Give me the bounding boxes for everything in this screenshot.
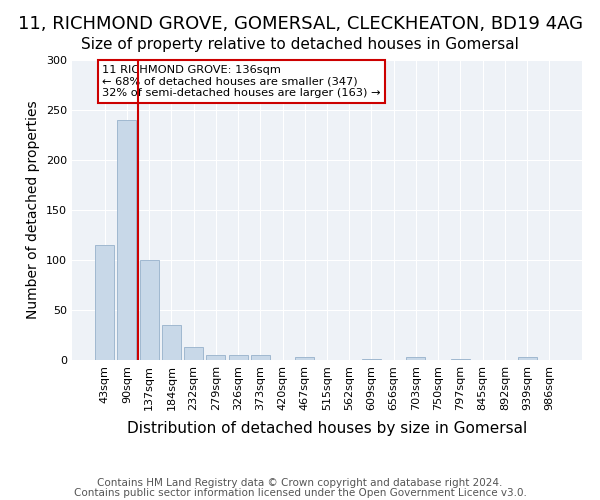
Text: 11 RICHMOND GROVE: 136sqm
← 68% of detached houses are smaller (347)
32% of semi: 11 RICHMOND GROVE: 136sqm ← 68% of detac…: [103, 65, 381, 98]
Bar: [95, 245, 114, 360]
Text: Size of property relative to detached houses in Gomersal: Size of property relative to detached ho…: [81, 38, 519, 52]
Bar: [184, 347, 203, 360]
Text: Contains HM Land Registry data © Crown copyright and database right 2024.: Contains HM Land Registry data © Crown c…: [97, 478, 503, 488]
X-axis label: Distribution of detached houses by size in Gomersal: Distribution of detached houses by size …: [127, 421, 527, 436]
Text: 11, RICHMOND GROVE, GOMERSAL, CLECKHEATON, BD19 4AG: 11, RICHMOND GROVE, GOMERSAL, CLECKHEATO…: [17, 15, 583, 33]
Bar: [295, 357, 314, 360]
Bar: [162, 325, 181, 360]
Bar: [206, 355, 225, 360]
Bar: [118, 120, 136, 360]
Bar: [406, 357, 425, 360]
Bar: [362, 359, 381, 360]
Bar: [140, 260, 158, 360]
Bar: [229, 355, 248, 360]
Bar: [251, 355, 270, 360]
Bar: [518, 357, 536, 360]
Y-axis label: Number of detached properties: Number of detached properties: [26, 100, 40, 320]
Bar: [451, 359, 470, 360]
Text: Contains public sector information licensed under the Open Government Licence v3: Contains public sector information licen…: [74, 488, 526, 498]
